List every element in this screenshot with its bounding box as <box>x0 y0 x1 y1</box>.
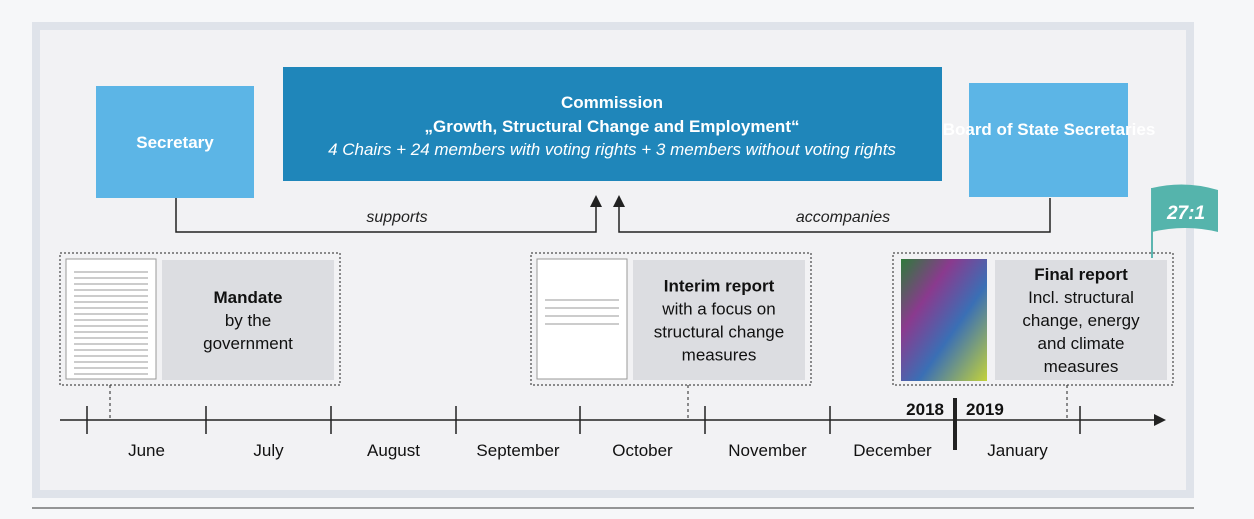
report-text-box <box>162 260 334 380</box>
month-label: October <box>612 441 673 460</box>
board-box <box>969 83 1128 197</box>
report-title: Mandate <box>214 288 283 307</box>
month-label: July <box>253 441 284 460</box>
report-title: Interim report <box>664 277 775 296</box>
secretary-label: Secretary <box>136 133 214 152</box>
report-text: Incl. structural change, energy and climat… <box>1022 288 1140 376</box>
report-title: Final report <box>1034 265 1128 284</box>
board-label: Board of State Secretaries <box>943 120 1156 139</box>
year-label: 2018 <box>906 400 944 419</box>
month-label: June <box>128 441 165 460</box>
flag-label: 27:1 <box>1166 203 1205 224</box>
cover-image <box>901 259 987 381</box>
commission-box <box>283 67 942 181</box>
commission-members: 4 Chairs + 24 members with voting rights… <box>328 140 896 159</box>
commission-title: Commission <box>561 93 663 112</box>
supports-label: supports <box>366 209 427 226</box>
secretary-box <box>96 86 254 198</box>
document-thumbnail <box>536 258 628 380</box>
year-label: 2019 <box>966 400 1004 419</box>
report-frame <box>892 252 1174 386</box>
report-text-box <box>633 260 805 380</box>
supports-arrow <box>175 195 602 233</box>
month-label: September <box>476 441 559 460</box>
month-label: December <box>853 441 932 460</box>
month-label: August <box>367 441 420 460</box>
report-text-box <box>995 260 1167 380</box>
commission-name: „Growth, Structural Change and Employmen… <box>425 117 800 136</box>
report-text: by the government <box>203 311 293 353</box>
document-thumbnail <box>65 258 157 380</box>
flag <box>1152 184 1218 232</box>
accompanies-arrow <box>613 195 1051 233</box>
month-label: January <box>987 441 1048 460</box>
accompanies-label: accompanies <box>796 209 890 226</box>
report-text: with a focus on structural change measures <box>654 300 784 365</box>
report-frame <box>59 252 341 386</box>
report-frame <box>530 252 812 386</box>
month-label: November <box>728 441 807 460</box>
